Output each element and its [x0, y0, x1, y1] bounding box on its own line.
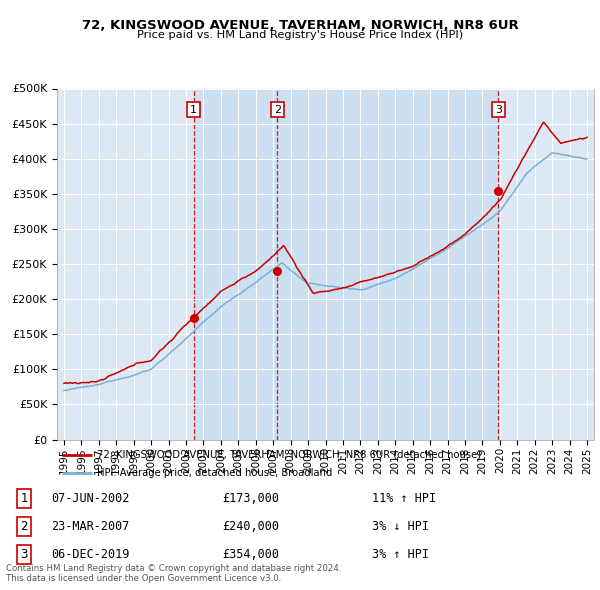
Text: Price paid vs. HM Land Registry's House Price Index (HPI): Price paid vs. HM Land Registry's House …: [137, 30, 463, 40]
Bar: [277, 88, 499, 440]
Text: 72, KINGSWOOD AVENUE, TAVERHAM, NORWICH, NR8 6UR (detached house): 72, KINGSWOOD AVENUE, TAVERHAM, NORWICH,…: [97, 450, 481, 460]
Text: 23-MAR-2007: 23-MAR-2007: [51, 520, 130, 533]
Text: 3: 3: [495, 104, 502, 114]
Text: Contains HM Land Registry data © Crown copyright and database right 2024.
This d: Contains HM Land Registry data © Crown c…: [6, 563, 341, 583]
Text: HPI: Average price, detached house, Broadland: HPI: Average price, detached house, Broa…: [97, 468, 332, 478]
Text: 3% ↑ HPI: 3% ↑ HPI: [372, 548, 429, 561]
Text: 07-JUN-2002: 07-JUN-2002: [51, 492, 130, 506]
Bar: [194, 88, 277, 440]
Text: £240,000: £240,000: [222, 520, 279, 533]
Text: 11% ↑ HPI: 11% ↑ HPI: [372, 492, 436, 506]
Text: £354,000: £354,000: [222, 548, 279, 561]
Text: 2: 2: [20, 520, 28, 533]
Text: 72, KINGSWOOD AVENUE, TAVERHAM, NORWICH, NR8 6UR: 72, KINGSWOOD AVENUE, TAVERHAM, NORWICH,…: [82, 19, 518, 32]
Text: £173,000: £173,000: [222, 492, 279, 506]
Text: 06-DEC-2019: 06-DEC-2019: [51, 548, 130, 561]
Text: 3: 3: [20, 548, 28, 561]
Text: 1: 1: [20, 492, 28, 506]
Text: 3% ↓ HPI: 3% ↓ HPI: [372, 520, 429, 533]
Text: 2: 2: [274, 104, 281, 114]
Text: 1: 1: [190, 104, 197, 114]
